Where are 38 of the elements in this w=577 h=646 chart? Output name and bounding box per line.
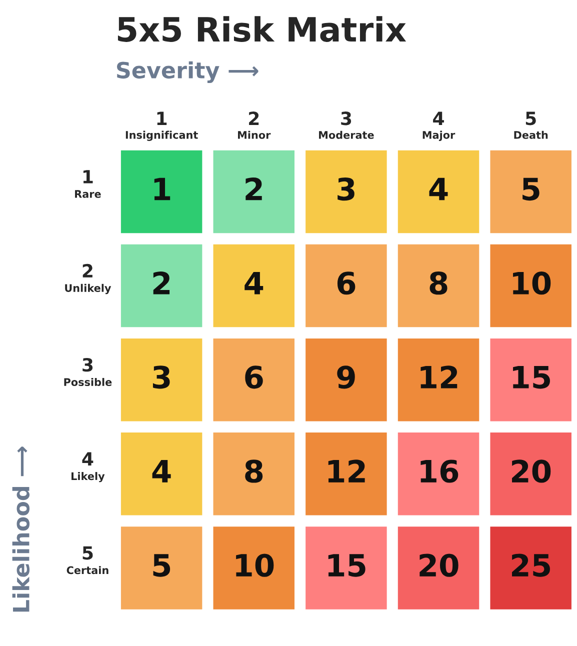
data-label: 12 <box>420 366 458 388</box>
x-axis-title: Severity ⟶ <box>116 61 258 84</box>
data-label: 16 <box>420 460 458 483</box>
y-tick-label: 2 Unlikely <box>65 264 112 294</box>
data-label: 8 <box>245 460 263 483</box>
data-label: 4 <box>152 460 171 482</box>
data-label: 12 <box>328 460 365 482</box>
data-label: 3 <box>152 366 170 389</box>
x-tick-label: 1 Insignificant <box>126 112 198 141</box>
data-label: 4 <box>429 178 448 200</box>
data-label: 8 <box>430 272 448 295</box>
data-label: 9 <box>337 366 355 389</box>
data-label: 2 <box>153 272 170 294</box>
data-label: 3 <box>338 177 354 201</box>
y-tick-label: 3 Possible <box>64 358 112 386</box>
data-label: 15 <box>513 366 550 389</box>
data-label: 6 <box>337 272 356 295</box>
x-tick-label: 4 Major <box>422 112 456 141</box>
y-tick-label: 1 Rare <box>75 170 101 198</box>
x-tick-label: 5 Death <box>514 112 548 139</box>
data-label: 5 <box>522 178 540 201</box>
data-label: 10 <box>513 272 551 295</box>
data-label: 20 <box>420 554 458 577</box>
data-label: 10 <box>236 554 274 577</box>
x-tick-label: 3 Moderate <box>319 112 374 139</box>
y-tick-label: 4 Likely <box>72 452 105 482</box>
data-label: 15 <box>328 554 366 577</box>
y-axis-title: Likelihood ⟶ <box>12 446 30 612</box>
data-label: 5 <box>153 554 170 577</box>
data-label: 20 <box>512 460 551 483</box>
data-label: 1 <box>154 178 170 200</box>
data-label: 6 <box>245 366 263 389</box>
chart-title: 5x5 Risk Matrix <box>118 16 406 42</box>
x-tick-label: 2 Minor <box>238 112 271 139</box>
data-label: 25 <box>512 554 550 577</box>
y-tick-label: 5 Certain <box>66 546 108 574</box>
data-label: 2 <box>246 177 262 200</box>
data-label: 4 <box>244 272 264 294</box>
